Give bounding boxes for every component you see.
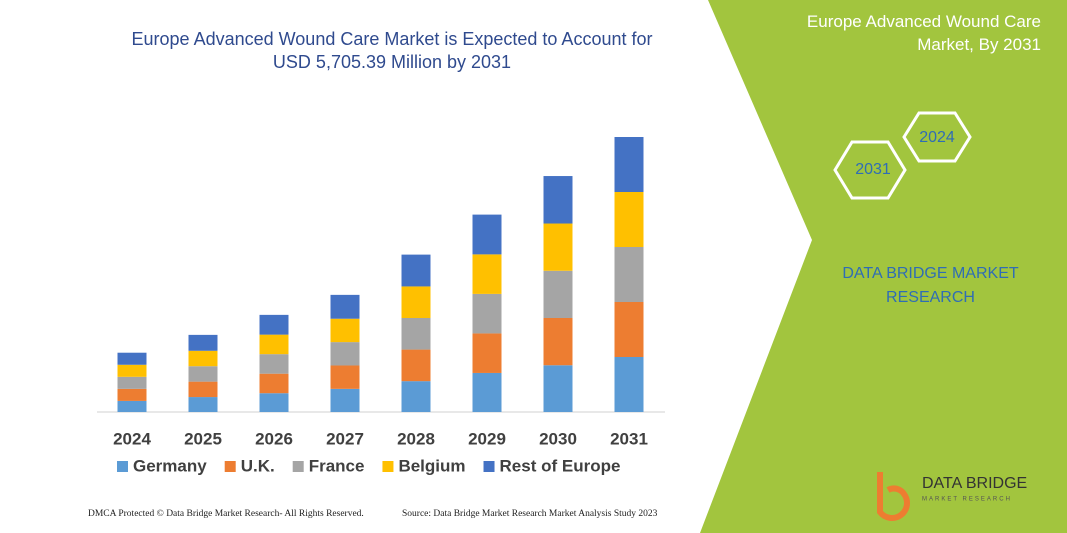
x-tick-label: 2030 — [539, 429, 577, 448]
hex-label: 2024 — [919, 129, 955, 146]
bar-segment — [188, 366, 218, 382]
bar-segment — [543, 270, 573, 319]
bar-segment — [614, 357, 644, 412]
bar-segment — [401, 286, 431, 319]
panel-heading: Europe Advanced Wound Care Market, By 20… — [806, 12, 1041, 54]
bar-segment — [543, 365, 573, 412]
bar-segment — [543, 318, 573, 366]
bar-segment — [330, 318, 360, 343]
footer-left: DMCA Protected © Data Bridge Market Rese… — [88, 509, 364, 519]
bar-segment — [330, 365, 360, 389]
x-tick-label: 2029 — [468, 429, 506, 448]
bar-segment — [259, 373, 289, 394]
legend-swatch — [382, 461, 394, 472]
bar-segment — [330, 388, 360, 412]
x-tick-label: 2026 — [255, 429, 293, 448]
bar-segment — [614, 192, 644, 247]
logo-mark — [877, 472, 910, 521]
bar-segment — [117, 364, 147, 377]
legend-swatch — [117, 461, 128, 472]
bar-segment — [472, 333, 502, 373]
bar-segment — [188, 350, 218, 367]
x-tick-label: 2027 — [326, 429, 364, 448]
legend-label: France — [309, 456, 365, 475]
x-tick-label: 2028 — [397, 429, 435, 448]
brand-name: DATA BRIDGE MARKET RESEARCH — [842, 265, 1019, 306]
bar-segment — [259, 334, 289, 355]
x-tick-label: 2024 — [113, 429, 151, 448]
bar-segment — [472, 372, 502, 412]
bar-segment — [117, 400, 147, 412]
hex-label: 2031 — [855, 161, 891, 178]
bar-segment — [401, 318, 431, 350]
bar-segment — [188, 334, 218, 351]
bar-segment — [117, 352, 147, 365]
bar-segment — [259, 393, 289, 412]
legend-label: Rest of Europe — [500, 456, 621, 475]
bar-segment — [614, 302, 644, 357]
legend-swatch — [483, 461, 495, 472]
bar-segment — [401, 349, 431, 382]
footer-right: Source: Data Bridge Market Research Mark… — [402, 509, 658, 519]
logo-tagline: MARKET RESEARCH — [922, 497, 1012, 503]
bar-segment — [543, 176, 573, 224]
legend-label: U.K. — [241, 456, 275, 475]
bar-segment — [472, 293, 502, 334]
hexagon — [833, 140, 907, 200]
bar-segment — [614, 137, 644, 192]
bar-segment — [188, 381, 218, 398]
chart-title: Europe Advanced Wound Care Market is Exp… — [131, 29, 653, 72]
bar-segment — [543, 223, 573, 271]
bar-segment — [472, 254, 502, 294]
bar-segment — [259, 314, 289, 335]
legend-label: Germany — [133, 456, 207, 475]
hexagon — [902, 111, 972, 163]
side-panel — [700, 0, 1067, 533]
bar-segment — [401, 381, 431, 412]
x-tick-label: 2025 — [184, 429, 222, 448]
legend-swatch — [292, 461, 304, 472]
bar-segment — [330, 294, 360, 319]
x-tick-label: 2031 — [610, 429, 648, 448]
bar-segment — [117, 376, 147, 389]
bar-segment — [401, 254, 431, 287]
legend-label: Belgium — [398, 456, 465, 475]
bar-segment — [330, 342, 360, 366]
bar-segment — [472, 214, 502, 255]
bar-segment — [188, 397, 218, 412]
bar-segment — [259, 354, 289, 374]
legend-swatch — [224, 461, 236, 472]
bar-segment — [614, 247, 644, 302]
logo-name: DATA BRIDGE — [922, 475, 1027, 492]
bar-segment — [117, 388, 147, 401]
